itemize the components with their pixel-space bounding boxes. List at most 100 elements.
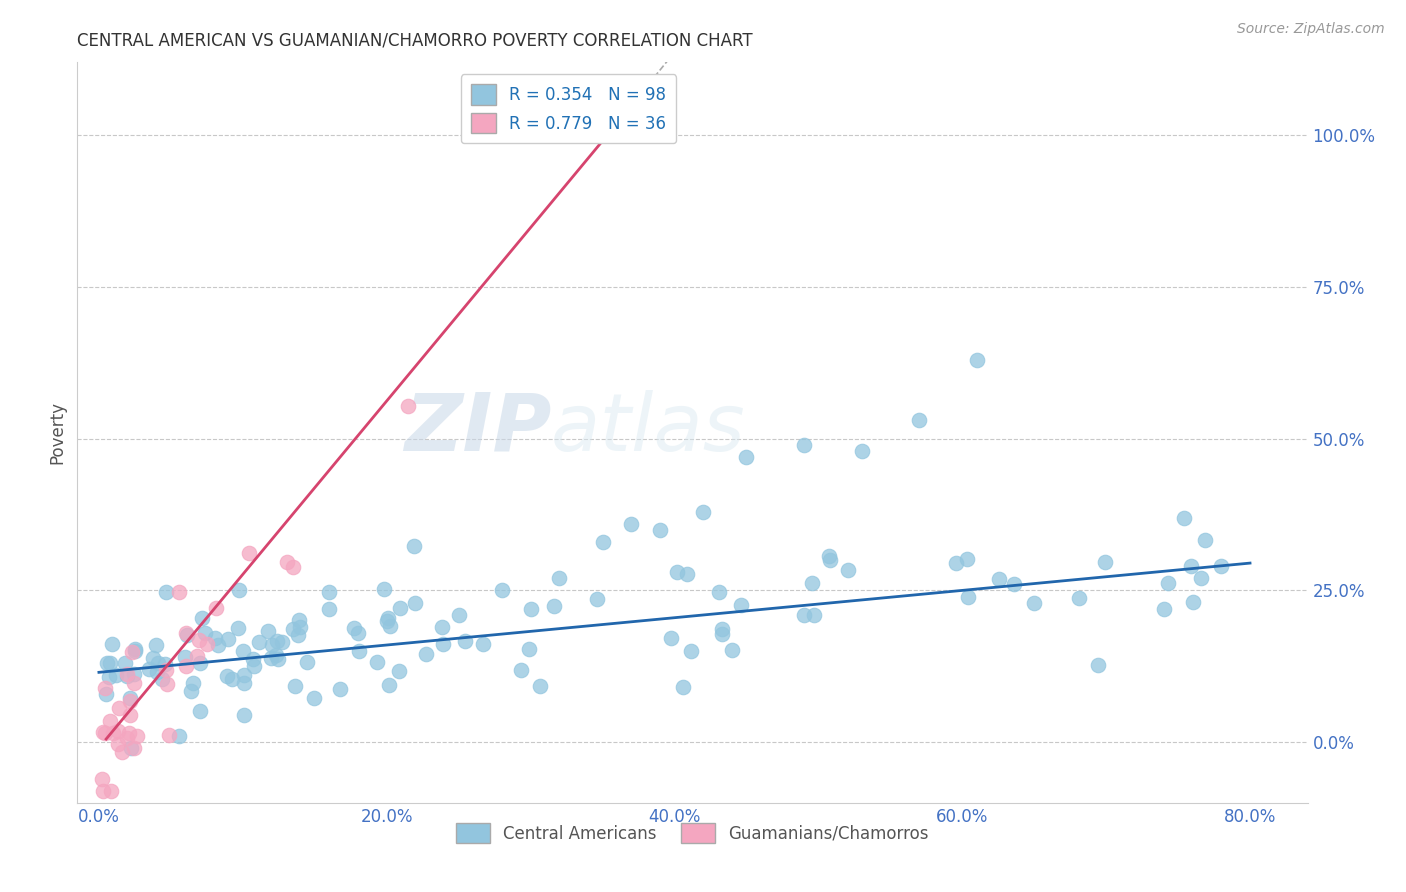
Point (287, 628, 309, 642)
Point (1002, 577, 1025, 591)
Text: atlas: atlas (551, 390, 745, 468)
Point (125, 729, 148, 743)
Point (117, 667, 139, 681)
Point (207, 638, 229, 652)
Point (710, 623, 733, 637)
Point (242, 652, 264, 666)
Point (232, 676, 254, 690)
Point (155, 663, 177, 677)
Point (851, 443, 873, 458)
Point (266, 634, 288, 648)
Point (1180, 558, 1202, 573)
Point (375, 614, 398, 628)
Point (91, 772, 114, 786)
Point (343, 621, 366, 635)
Point (1153, 601, 1175, 615)
Point (249, 635, 271, 649)
Point (260, 638, 283, 652)
Point (176, 625, 198, 640)
Point (114, 657, 136, 671)
Point (318, 601, 340, 615)
Point (146, 665, 169, 680)
Point (94, 681, 117, 695)
Point (349, 644, 371, 658)
Point (205, 601, 228, 615)
Point (267, 652, 290, 666)
Point (221, 672, 243, 686)
Point (195, 637, 218, 651)
Point (1087, 657, 1109, 672)
Point (228, 583, 250, 598)
Point (1173, 510, 1195, 524)
Point (793, 438, 815, 452)
Point (415, 647, 437, 661)
Point (120, 708, 142, 723)
Text: Source: ZipAtlas.com: Source: ZipAtlas.com (1237, 22, 1385, 37)
Point (671, 680, 693, 694)
Point (519, 642, 541, 657)
Point (585, 592, 607, 607)
Point (956, 591, 979, 605)
Point (1024, 595, 1046, 609)
Point (105, 668, 128, 682)
Point (232, 644, 254, 658)
Point (707, 584, 730, 599)
Point (233, 668, 256, 682)
Point (107, 737, 129, 751)
Point (148, 656, 170, 670)
Point (194, 625, 217, 640)
Point (124, 740, 146, 755)
Point (98, 656, 121, 670)
Point (180, 683, 202, 698)
Point (243, 658, 266, 673)
Text: CENTRAL AMERICAN VS GUAMANIAN/CHAMORRO POVERTY CORRELATION CHART: CENTRAL AMERICAN VS GUAMANIAN/CHAMORRO P… (77, 31, 754, 49)
Point (153, 657, 176, 672)
Point (120, 694, 142, 708)
Point (620, 516, 643, 531)
Point (94, 687, 117, 701)
Point (295, 655, 318, 669)
Point (592, 534, 614, 549)
Point (1094, 556, 1116, 570)
Point (548, 571, 571, 585)
Point (1189, 571, 1212, 585)
Point (803, 607, 825, 622)
Point (124, 644, 146, 658)
Point (271, 635, 294, 649)
Point (377, 610, 399, 624)
Point (377, 678, 399, 692)
Point (432, 637, 454, 651)
Point (730, 599, 752, 613)
Point (96, 656, 118, 670)
Point (735, 450, 758, 464)
Point (122, 676, 145, 690)
Point (793, 607, 815, 622)
Point (174, 659, 197, 673)
Point (665, 565, 688, 579)
Point (120, 741, 142, 756)
Point (156, 676, 179, 690)
Point (510, 663, 533, 677)
Point (284, 679, 307, 693)
Point (100, 783, 122, 797)
Point (288, 613, 311, 627)
Point (430, 620, 453, 634)
Point (1067, 591, 1090, 606)
Point (675, 566, 697, 581)
Point (648, 523, 671, 537)
Point (257, 624, 280, 638)
Point (329, 682, 352, 697)
Point (121, 645, 143, 659)
Text: ZIP: ZIP (404, 390, 551, 468)
Point (378, 619, 401, 633)
Point (711, 626, 734, 640)
Point (1211, 559, 1233, 574)
Point (818, 553, 841, 567)
Legend: Central Americans, Guamanians/Chamorros: Central Americans, Guamanians/Chamorros (450, 816, 935, 850)
Point (692, 504, 714, 518)
Point (118, 726, 141, 740)
Point (101, 636, 124, 650)
Point (107, 723, 129, 738)
Point (215, 668, 238, 682)
Point (988, 572, 1011, 586)
